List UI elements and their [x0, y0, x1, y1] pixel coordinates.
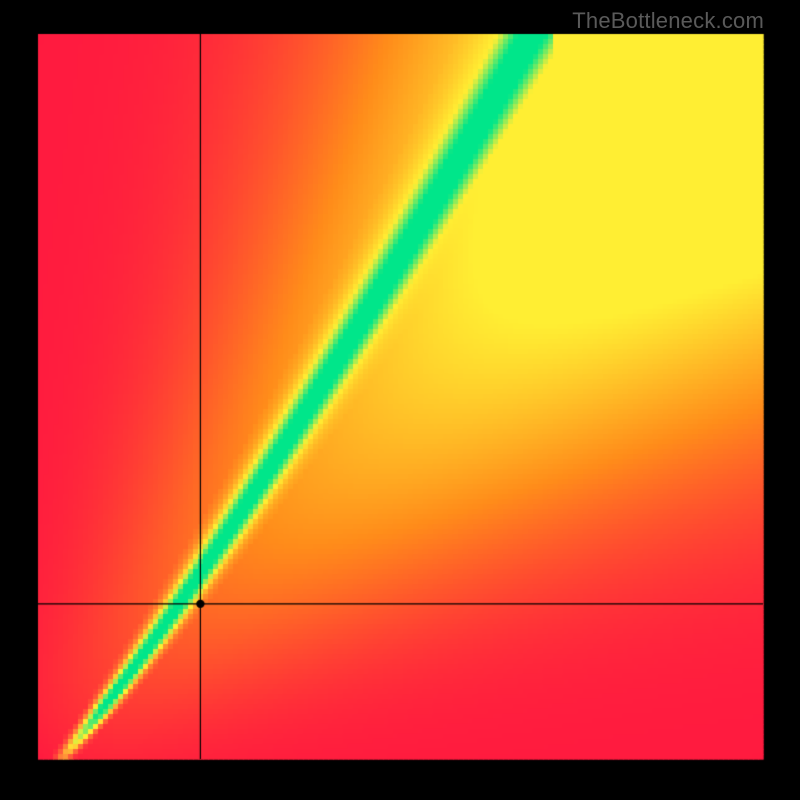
heatmap-chart [0, 0, 800, 800]
watermark-text: TheBottleneck.com [572, 8, 764, 34]
heatmap-canvas [0, 0, 800, 800]
